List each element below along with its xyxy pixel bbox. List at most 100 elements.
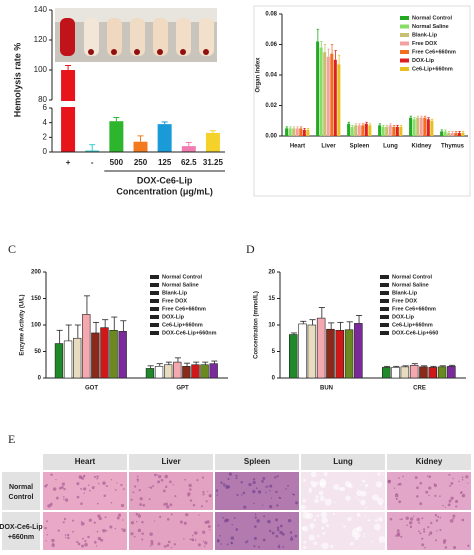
- bar: [419, 366, 428, 379]
- tissue-texture: [439, 495, 441, 498]
- tissue-texture: [416, 495, 419, 498]
- tissue-texture: [452, 517, 455, 520]
- bar: [457, 132, 461, 136]
- tissue-texture: [326, 524, 330, 528]
- bar: [419, 117, 423, 136]
- legend-label: Blank-Lip: [412, 32, 438, 38]
- tissue-texture: [207, 525, 211, 528]
- tissue-texture: [72, 519, 75, 522]
- tissue-texture: [421, 537, 424, 540]
- tissue-texture: [189, 499, 193, 502]
- tissue-texture: [254, 516, 257, 519]
- bar: [288, 128, 292, 136]
- tissue-texture: [95, 545, 98, 547]
- bar: [333, 59, 337, 136]
- legend-swatch: [400, 58, 409, 63]
- tissue-texture: [428, 494, 430, 497]
- tissue-texture: [275, 534, 279, 538]
- legend-label: Ce6-Lip+660nm: [162, 322, 203, 328]
- tissue-texture: [333, 484, 340, 491]
- tissue-texture: [398, 500, 402, 504]
- column-header-bg: [215, 454, 299, 470]
- tissue-texture: [236, 493, 239, 497]
- tissue-texture: [419, 481, 423, 485]
- tissue-texture: [275, 518, 279, 522]
- legend-label: Ce6-Lip+660nm: [412, 66, 453, 72]
- tissue-texture: [265, 491, 267, 494]
- tissue-texture: [158, 474, 162, 479]
- legend-label: Free DOX: [412, 41, 437, 47]
- tissue-texture: [458, 480, 460, 483]
- tissue-texture: [49, 502, 53, 506]
- bar: [381, 126, 385, 136]
- y-tick-label: 0: [272, 376, 276, 382]
- tissue-texture: [316, 514, 320, 518]
- tissue-texture: [120, 503, 125, 508]
- legend-swatch: [380, 275, 389, 279]
- bar: [323, 52, 327, 136]
- tissue-texture: [133, 535, 136, 538]
- tissue-texture: [209, 495, 212, 498]
- bar: [145, 368, 155, 379]
- column-header-bg: [387, 454, 471, 470]
- bar: [461, 132, 465, 136]
- tissue-texture: [428, 486, 432, 490]
- tissue-image: [215, 512, 299, 550]
- tissue-texture: [84, 543, 88, 547]
- tissue-texture: [461, 476, 464, 479]
- tissue-texture: [314, 481, 319, 486]
- tissue-texture: [426, 475, 429, 478]
- tissue-texture: [135, 520, 138, 523]
- y-axis-label: Hemolysis rate %: [12, 43, 22, 118]
- tissue-texture: [371, 495, 374, 497]
- tissue-texture: [430, 532, 432, 535]
- tissue-texture: [399, 518, 401, 521]
- tube-photo: [55, 8, 217, 62]
- tissue-texture: [110, 479, 113, 481]
- y-tick-label: 150: [31, 296, 42, 302]
- bar: [443, 131, 447, 136]
- tissue-texture: [226, 543, 229, 546]
- tissue-texture: [66, 533, 70, 537]
- tissue-texture: [347, 516, 352, 522]
- tissue-texture: [135, 512, 139, 516]
- legend-swatch: [150, 291, 159, 295]
- tissue-texture: [344, 481, 351, 488]
- tissue-texture: [139, 503, 143, 506]
- tissue-texture: [72, 530, 74, 533]
- tissue-texture: [279, 530, 283, 535]
- x-tick-label: Liver: [321, 144, 336, 150]
- tissue-texture: [117, 513, 122, 517]
- tissue-texture: [365, 506, 367, 509]
- tissue-texture: [452, 514, 456, 518]
- tissue-texture: [166, 517, 170, 521]
- tissue-texture: [294, 534, 298, 538]
- tissue-texture: [46, 533, 48, 536]
- tissue-texture: [235, 528, 239, 531]
- y-tick-label: 2: [43, 132, 48, 141]
- row-header: DOX-Ce6-Lip: [0, 524, 43, 531]
- bar: [109, 121, 124, 152]
- tissue-texture: [271, 531, 275, 535]
- tissue-texture: [292, 493, 294, 496]
- tissue-texture: [461, 518, 465, 522]
- tissue-texture: [356, 489, 363, 497]
- tissue-texture: [87, 535, 90, 539]
- tissue-texture: [242, 491, 246, 495]
- tissue-texture: [416, 517, 420, 522]
- tissue-texture: [302, 498, 307, 503]
- tissue-texture: [396, 529, 400, 533]
- tissue-texture: [321, 478, 324, 481]
- tissue-texture: [285, 488, 287, 490]
- tissue-texture: [196, 479, 199, 482]
- tissue-texture: [241, 494, 243, 496]
- tissue-texture: [418, 521, 421, 524]
- bar: [437, 366, 447, 379]
- legend-swatch: [150, 307, 159, 311]
- tissue-texture: [87, 484, 90, 487]
- tissue-texture: [201, 476, 205, 479]
- tissue-texture: [309, 523, 315, 529]
- tissue-texture: [281, 532, 285, 536]
- tissue-texture: [166, 505, 170, 509]
- x-tick-label: 125: [158, 158, 172, 167]
